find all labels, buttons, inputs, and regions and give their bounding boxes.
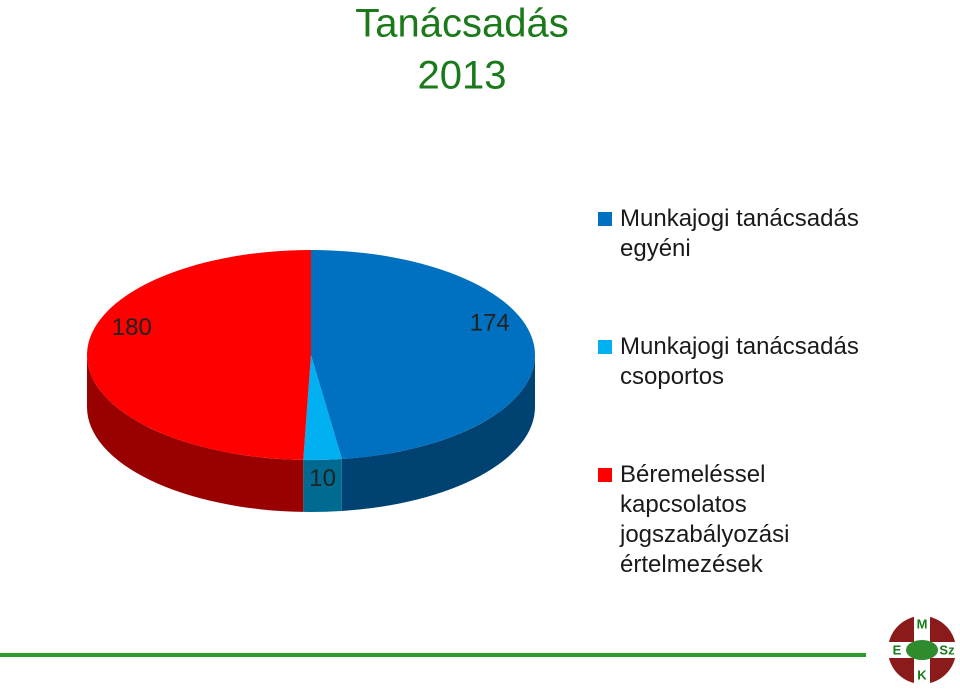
- pie-slice: [303, 355, 342, 512]
- legend-swatch: [598, 212, 612, 226]
- logo-letter: M: [917, 616, 928, 631]
- logo: M E Sz K: [888, 616, 956, 684]
- legend: Munkajogi tanácsadás egyéni Munkajogi tan…: [598, 204, 860, 648]
- chart-subtitle: 2013: [418, 54, 507, 98]
- chart-title: Tanácsadás: [355, 2, 568, 46]
- slice-top: [86, 250, 311, 460]
- slice-top: [303, 355, 342, 460]
- data-label: 180: [112, 314, 152, 341]
- data-label: 174: [470, 310, 510, 337]
- legend-label: Béremeléssel kapcsolatos jogszabályozási…: [620, 461, 790, 578]
- pie: 174 10 180: [86, 250, 536, 512]
- legend-item: Béremeléssel kapcsolatos jogszabályozási…: [598, 460, 860, 580]
- slice-top: [311, 250, 536, 460]
- slice-side: [303, 459, 342, 512]
- legend-item: Munkajogi tanácsadás csoportos: [598, 332, 860, 392]
- logo-letter: K: [917, 667, 927, 682]
- legend-swatch: [598, 340, 612, 354]
- logo-map: [906, 640, 938, 660]
- slice-side: [341, 355, 535, 512]
- pie-slice: [311, 250, 536, 512]
- logo-letter: E: [893, 642, 902, 657]
- legend-swatch: [598, 468, 612, 482]
- logo-letter: Sz: [939, 642, 955, 657]
- slice-side: [87, 355, 304, 512]
- legend-label: Munkajogi tanácsadás egyéni: [620, 205, 859, 262]
- legend-label: Munkajogi tanácsadás csoportos: [620, 333, 859, 390]
- pie-slice: [86, 250, 311, 512]
- data-label: 10: [309, 465, 336, 492]
- legend-item: Munkajogi tanácsadás egyéni: [598, 204, 860, 264]
